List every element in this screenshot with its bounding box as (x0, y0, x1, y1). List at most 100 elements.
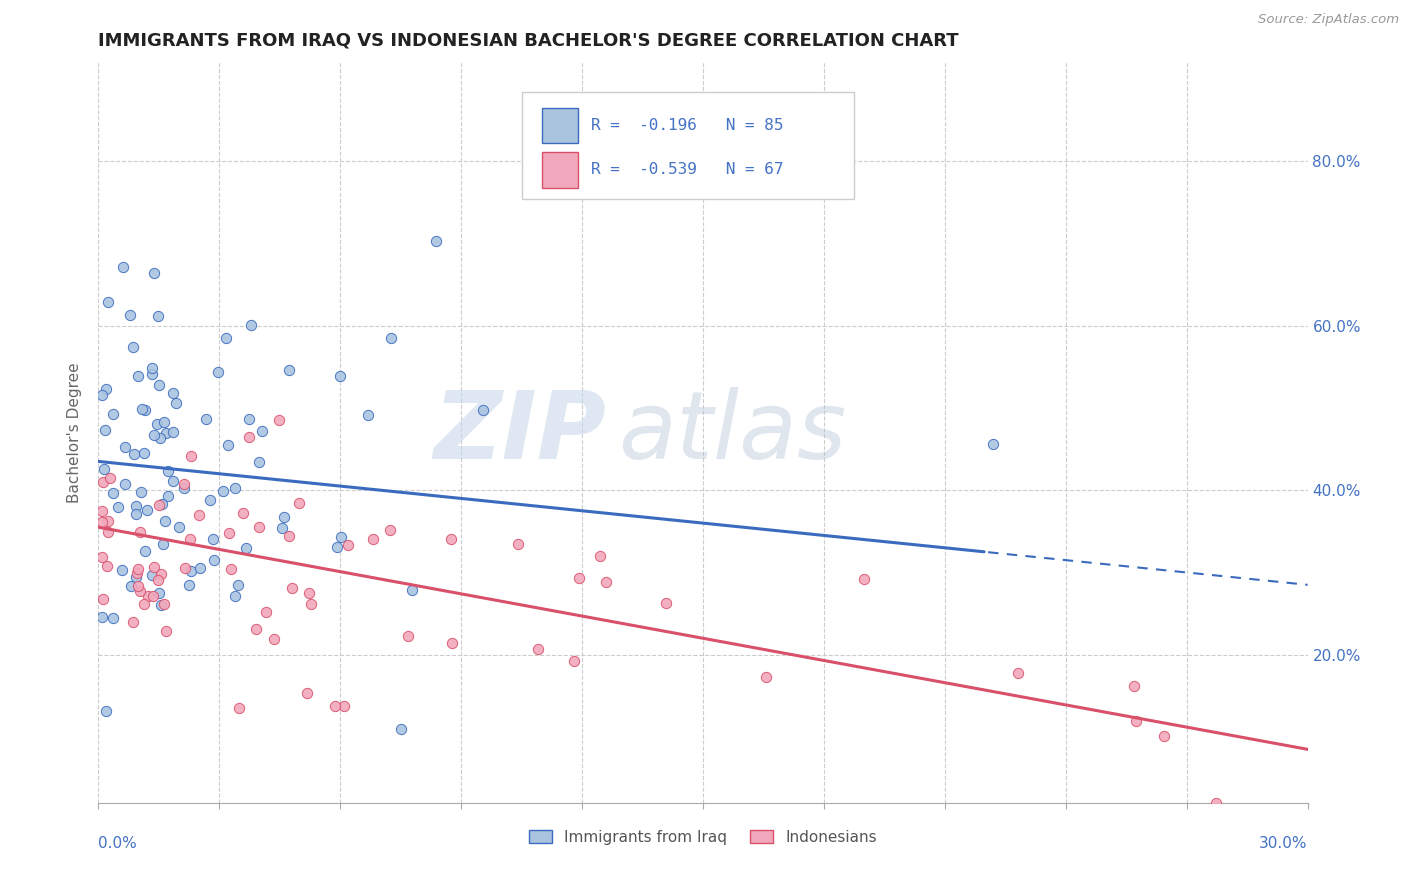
Point (150, 566, 173, 581)
Point (277, 362, 299, 376)
Point (124, 570, 146, 584)
FancyBboxPatch shape (543, 152, 578, 187)
Point (361, 533, 384, 547)
Point (125, 566, 148, 581)
FancyBboxPatch shape (543, 108, 578, 143)
Point (157, 464, 180, 478)
Text: IMMIGRANTS FROM IRAQ VS INDONESIAN BACHELOR'S DEGREE CORRELATION CHART: IMMIGRANTS FROM IRAQ VS INDONESIAN BACHE… (98, 32, 959, 50)
Point (173, 476, 195, 491)
Point (114, 477, 136, 491)
Point (142, 266, 165, 280)
Point (247, 455, 270, 469)
Point (219, 562, 242, 576)
Point (91, 609, 114, 624)
Point (212, 484, 235, 499)
Point (173, 481, 195, 495)
Point (155, 514, 177, 528)
Point (252, 424, 274, 438)
Text: R =  -0.196   N = 85: R = -0.196 N = 85 (591, 118, 783, 133)
Point (326, 540, 349, 554)
Point (129, 583, 152, 598)
Point (201, 532, 224, 546)
Point (187, 508, 209, 523)
Point (179, 532, 201, 546)
Point (1125, 714, 1147, 728)
Point (1123, 679, 1146, 693)
Point (195, 412, 218, 426)
Point (149, 430, 172, 444)
Point (267, 413, 290, 427)
Text: 30.0%: 30.0% (1260, 836, 1308, 851)
Point (298, 586, 321, 600)
Point (94, 423, 117, 437)
Point (247, 520, 270, 534)
Point (180, 450, 202, 464)
Point (138, 589, 160, 603)
Point (121, 339, 143, 353)
Point (228, 700, 250, 714)
Point (125, 500, 148, 514)
Point (508, 536, 530, 550)
Point (755, 670, 778, 684)
Point (238, 412, 260, 426)
Point (299, 597, 322, 611)
Text: ZIP: ZIP (433, 386, 606, 479)
Point (188, 561, 211, 575)
Point (401, 582, 423, 597)
Point (287, 496, 309, 510)
Point (107, 500, 129, 514)
Point (239, 318, 262, 332)
Point (127, 562, 149, 576)
Point (91, 475, 114, 489)
Point (103, 611, 125, 625)
Point (94, 382, 117, 396)
Point (180, 564, 202, 578)
Point (141, 567, 163, 582)
Point (568, 571, 591, 585)
Point (323, 699, 346, 714)
Point (202, 553, 225, 567)
Point (281, 581, 304, 595)
Point (595, 575, 617, 590)
Point (263, 632, 285, 647)
Point (441, 636, 464, 650)
Point (129, 485, 152, 500)
Point (97, 524, 120, 539)
Text: 0.0%: 0.0% (98, 836, 138, 851)
Point (226, 578, 249, 592)
Point (120, 579, 142, 593)
Point (142, 559, 165, 574)
Point (278, 529, 301, 543)
Point (270, 521, 292, 535)
Point (357, 409, 380, 423)
Point (198, 493, 221, 508)
Point (173, 561, 195, 575)
Point (238, 429, 260, 443)
Point (91, 387, 114, 401)
Point (142, 589, 165, 603)
Text: atlas: atlas (619, 387, 846, 478)
Point (148, 498, 170, 512)
Point (245, 622, 267, 636)
Point (101, 408, 124, 422)
Point (143, 427, 166, 442)
Point (150, 497, 173, 511)
Legend: Immigrants from Iraq, Indonesians: Immigrants from Iraq, Indonesians (523, 823, 883, 851)
Point (91, 549, 114, 564)
Point (224, 481, 246, 495)
Point (177, 577, 200, 591)
Point (131, 402, 153, 417)
Y-axis label: Bachelor's Degree: Bachelor's Degree (67, 362, 83, 503)
Point (471, 403, 494, 417)
Point (425, 234, 447, 248)
Point (118, 308, 141, 322)
Point (155, 425, 177, 440)
Point (235, 541, 257, 555)
Point (96, 704, 118, 718)
Point (232, 506, 254, 520)
Point (153, 416, 176, 430)
Point (526, 641, 548, 656)
Point (1007, 666, 1029, 681)
Point (398, 629, 420, 643)
Point (152, 537, 174, 551)
